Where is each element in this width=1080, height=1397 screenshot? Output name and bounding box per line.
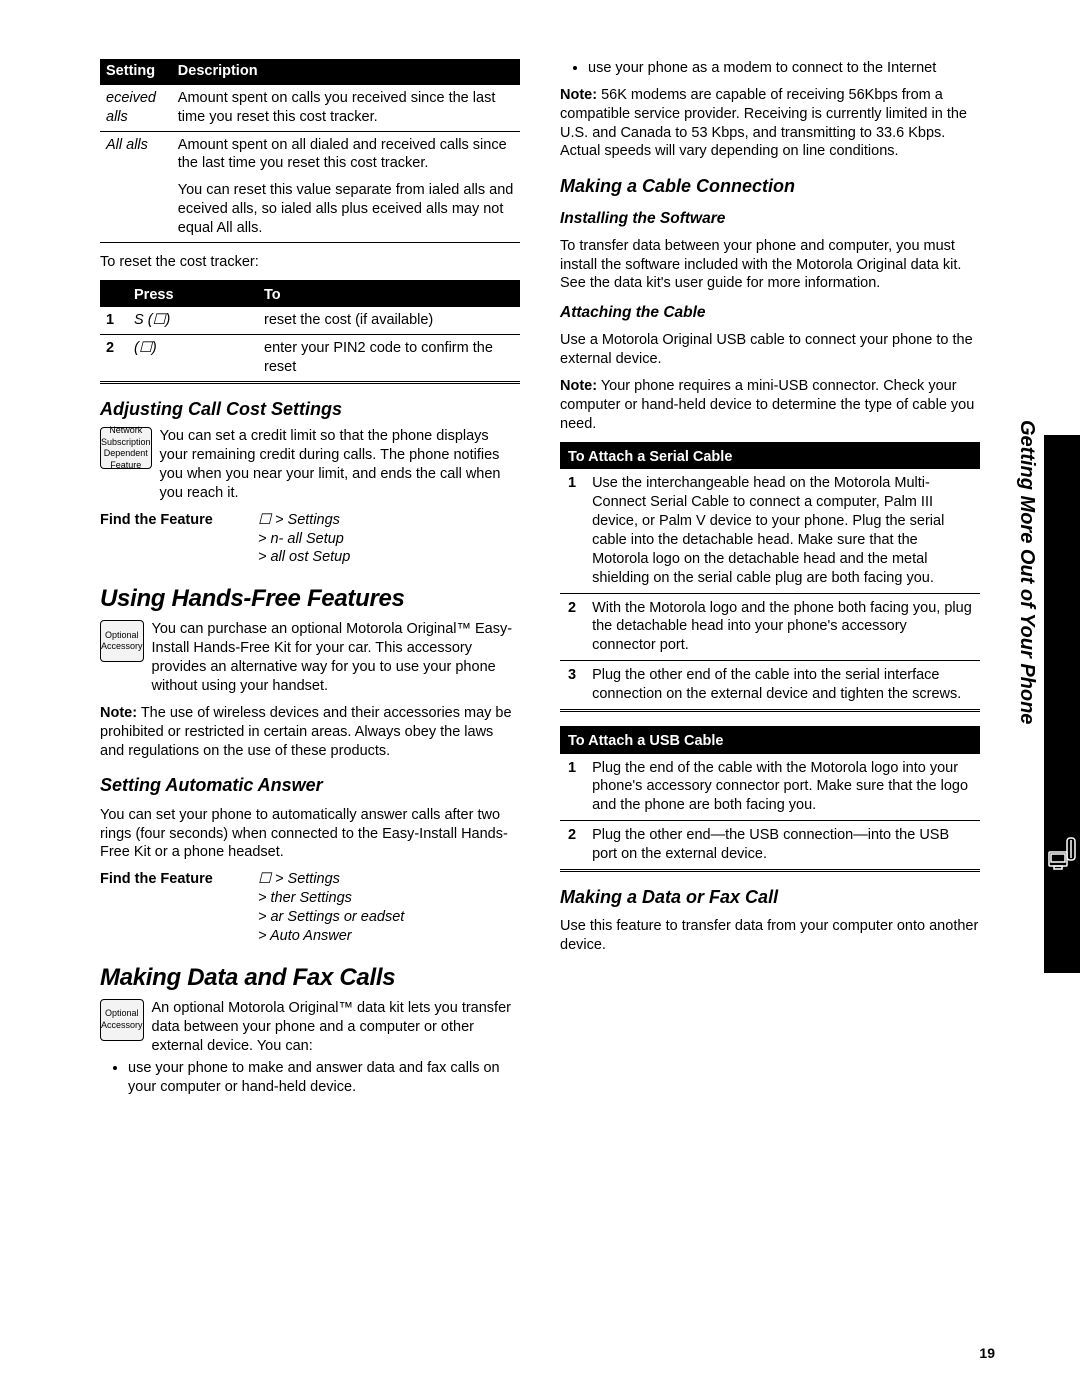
th: To Attach a Serial Cable (560, 443, 980, 469)
path-line: > Auto Answer (258, 927, 404, 946)
hands-note: Note: The use of wireless devices and th… (100, 704, 520, 761)
note-text: The use of wireless devices and their ac… (100, 705, 512, 759)
path-line: > ther Settings (258, 889, 404, 908)
cell: Plug the other end—the USB connection—in… (584, 821, 980, 871)
note-label: Note: (560, 378, 597, 394)
note-label: Note: (560, 87, 597, 103)
ff-path: ☐ > Settings > ther Settings > ar Settin… (258, 870, 404, 945)
optional-accessory-icon: Optional Accessory (100, 999, 144, 1041)
attach-note: Note: Your phone requires a mini-USB con… (560, 377, 980, 434)
cell: S (☐) (128, 307, 258, 334)
th: To Attach a USB Cable (560, 727, 980, 753)
adjust-text: You can set a credit limit so that the p… (160, 427, 520, 502)
page-number: 19 (979, 1345, 995, 1361)
h-handsfree: Using Hands-Free Features (100, 583, 520, 614)
cell: Use the interchangeable head on the Moto… (584, 469, 980, 593)
find-feature-2: Find the Feature ☐ > Settings > ther Set… (100, 870, 520, 945)
cell: Amount spent on calls you received since… (172, 84, 520, 131)
find-feature-1: Find the Feature ☐ > Settings > n- all S… (100, 511, 520, 568)
note-label: Note: (100, 705, 137, 721)
reset-intro: To reset the cost tracker: (100, 253, 520, 272)
right-column: use your phone as a modem to connect to … (560, 55, 980, 1101)
text: Amount spent on all dialed and received … (178, 136, 514, 174)
note-text: Your phone requires a mini-USB connector… (560, 378, 974, 432)
cell: reset the cost (if available) (258, 307, 520, 334)
th: To (258, 281, 520, 307)
datafax-text: An optional Motorola Original™ data kit … (152, 999, 520, 1056)
h-install-sw: Installing the Software (560, 209, 980, 229)
h-autoanswer: Setting Automatic Answer (100, 774, 520, 797)
cell: 2 (560, 593, 584, 661)
h-datafax: Making Data and Fax Calls (100, 962, 520, 993)
bullet-list: use your phone as a modem to connect to … (588, 59, 980, 78)
th (100, 281, 128, 307)
text: You can reset this value separate from i… (178, 181, 514, 238)
side-tab-text: Getting More Out of Your Phone (1015, 420, 1038, 724)
side-tab (1044, 435, 1080, 973)
note-text: 56K modems are capable of receiving 56Kb… (560, 87, 967, 160)
bullet-list: use your phone to make and answer data a… (128, 1059, 520, 1097)
cell: 3 (560, 661, 584, 711)
cell: 2 (560, 821, 584, 871)
install-sw-text: To transfer data between your phone and … (560, 237, 980, 294)
page-body: SettingDescription eceived alls Amount s… (0, 0, 1080, 1141)
cell: 1 (560, 754, 584, 821)
hands-text: You can purchase an optional Motorola Or… (152, 620, 520, 695)
h-adjusting: Adjusting Call Cost Settings (100, 398, 520, 421)
list-item: use your phone to make and answer data a… (128, 1059, 520, 1097)
th-desc: Description (172, 59, 520, 84)
serial-table: To Attach a Serial Cable 1Use the interc… (560, 442, 980, 712)
cell: enter your PIN2 code to confirm the rese… (258, 335, 520, 383)
press-table: Press To 1 S (☐) reset the cost (if avai… (100, 280, 520, 384)
cell: Amount spent on all dialed and received … (172, 131, 520, 242)
optional-accessory-icon: Optional Accessory (100, 620, 144, 662)
cell: (☐) (128, 335, 258, 383)
settings-table: SettingDescription eceived alls Amount s… (100, 59, 520, 243)
path-line: > n- all Setup (258, 530, 350, 549)
path-line: > all ost Setup (258, 548, 350, 567)
network-dependent-icon: Network Subscription Dependent Feature (100, 427, 152, 469)
datacall-text: Use this feature to transfer data from y… (560, 917, 980, 955)
computer-phone-icon (1046, 832, 1078, 880)
th: Press (128, 281, 258, 307)
ff-path: ☐ > Settings > n- all Setup > all ost Se… (258, 511, 350, 568)
hands-row: Optional Accessory You can purchase an o… (100, 620, 520, 695)
modem-note: Note: 56K modems are capable of receivin… (560, 86, 980, 161)
path-line: ☐ > Settings (258, 511, 350, 530)
cell: All alls (100, 131, 172, 242)
cell: Plug the end of the cable with the Motor… (584, 754, 980, 821)
datafax-row: Optional Accessory An optional Motorola … (100, 999, 520, 1056)
path-line: ☐ > Settings (258, 870, 404, 889)
cell: 1 (560, 469, 584, 593)
list-item: use your phone as a modem to connect to … (588, 59, 980, 78)
h-cable: Making a Cable Connection (560, 175, 980, 198)
cell: 1 (100, 307, 128, 334)
autoans-text: You can set your phone to automatically … (100, 806, 520, 863)
th-setting: Setting (100, 59, 172, 84)
cell: 2 (100, 335, 128, 383)
h-attach: Attaching the Cable (560, 303, 980, 323)
h-datacall: Making a Data or Fax Call (560, 886, 980, 909)
adjust-row: Network Subscription Dependent Feature Y… (100, 427, 520, 502)
attach-text: Use a Motorola Original USB cable to con… (560, 331, 980, 369)
cell: eceived alls (100, 84, 172, 131)
path-line: > ar Settings or eadset (258, 908, 404, 927)
ff-label: Find the Feature (100, 870, 240, 945)
cell: With the Motorola logo and the phone bot… (584, 593, 980, 661)
ff-label: Find the Feature (100, 511, 240, 568)
usb-table: To Attach a USB Cable 1Plug the end of t… (560, 726, 980, 872)
cell: Plug the other end of the cable into the… (584, 661, 980, 711)
left-column: SettingDescription eceived alls Amount s… (100, 55, 520, 1101)
